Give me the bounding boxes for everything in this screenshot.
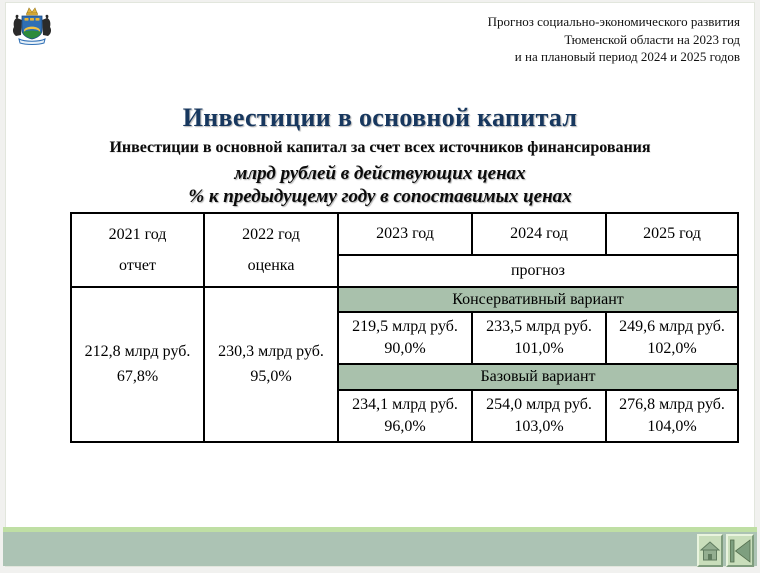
- tyumen-coat-of-arms: [12, 7, 52, 45]
- cell-percent: 104,0%: [647, 418, 697, 435]
- cell-percent: 101,0%: [514, 340, 564, 357]
- home-button[interactable]: [697, 534, 723, 567]
- cell-value: 276,8 млрд руб.: [619, 396, 725, 413]
- cell-percent: 103,0%: [514, 418, 564, 435]
- actual-value: 230,3 млрд руб.: [218, 343, 324, 360]
- year-label: 2021 год: [108, 225, 167, 243]
- cell-percent: 102,0%: [647, 340, 697, 357]
- actual-percent: 95,0%: [250, 368, 292, 385]
- col-header-2025: 2025 год: [605, 212, 739, 256]
- base-2023-cell: 234,1 млрд руб. 96,0%: [337, 389, 473, 443]
- year-label: 2022 год: [242, 225, 300, 243]
- unit-note-percent: % к предыдущему году в сопоставимых цена…: [188, 186, 572, 207]
- back-to-start-button[interactable]: [726, 534, 754, 567]
- bottom-strip: [3, 532, 757, 566]
- conservative-2023-cell: 219,5 млрд руб. 90,0%: [337, 311, 473, 365]
- cell-value: 234,1 млрд руб.: [352, 396, 458, 413]
- actual-2022-cell: 230,3 млрд руб. 95,0%: [203, 286, 339, 443]
- document-header: Прогноз социально-экономического развити…: [410, 13, 740, 66]
- col-header-2024: 2024 год: [471, 212, 607, 256]
- col-header-2023: 2023 год: [337, 212, 473, 256]
- actual-percent: 67,8%: [116, 368, 159, 385]
- crown-icon: [26, 7, 38, 16]
- scenario-band-conservative: Консервативный вариант: [337, 286, 739, 313]
- cell-percent: 90,0%: [384, 340, 426, 357]
- col-header-2021: 2021 год отчет: [70, 212, 205, 288]
- conservative-2024-cell: 233,5 млрд руб. 101,0%: [471, 311, 607, 365]
- slide-subtitle: Инвестиции в основной капитал за счет вс…: [109, 139, 651, 156]
- header-line: Прогноз социально-экономического развити…: [487, 14, 740, 29]
- bottom-accent-line: [3, 527, 757, 532]
- year-type: отчет: [119, 256, 156, 274]
- forecast-table: 2021 год отчет 2022 год оценка 2023 год …: [70, 212, 739, 443]
- header-line: и на плановый период 2024 и 2025 годов: [514, 49, 740, 65]
- cell-value: 233,5 млрд руб.: [486, 318, 592, 335]
- scenario-band-base: Базовый вариант: [337, 363, 739, 391]
- cell-value: 219,5 млрд руб.: [352, 318, 458, 335]
- col-header-2022: 2022 год оценка: [203, 212, 339, 288]
- cell-value: 254,0 млрд руб.: [486, 396, 592, 413]
- slide-navigation: [697, 534, 754, 567]
- year-type: оценка: [247, 256, 295, 274]
- conservative-2025-cell: 249,6 млрд руб. 102,0%: [605, 311, 739, 365]
- unit-note-currency: млрд рублей в действующих ценах: [234, 163, 526, 184]
- cell-value: 249,6 млрд руб.: [619, 318, 725, 335]
- actual-2021-cell: 212,8 млрд руб. 67,8%: [70, 286, 205, 443]
- cell-percent: 96,0%: [384, 418, 426, 435]
- base-2025-cell: 276,8 млрд руб. 104,0%: [605, 389, 739, 443]
- actual-value: 212,8 млрд руб.: [84, 343, 191, 360]
- slide-title: Инвестиции в основной капитал: [182, 103, 578, 132]
- forecast-label-cell: прогноз: [337, 254, 739, 288]
- base-2024-cell: 254,0 млрд руб. 103,0%: [471, 389, 607, 443]
- slide: Прогноз социально-экономического развити…: [5, 2, 755, 567]
- home-icon: [700, 540, 720, 560]
- back-arrow-icon: [730, 538, 751, 563]
- header-line: Тюменской области на 2023 год: [564, 31, 740, 47]
